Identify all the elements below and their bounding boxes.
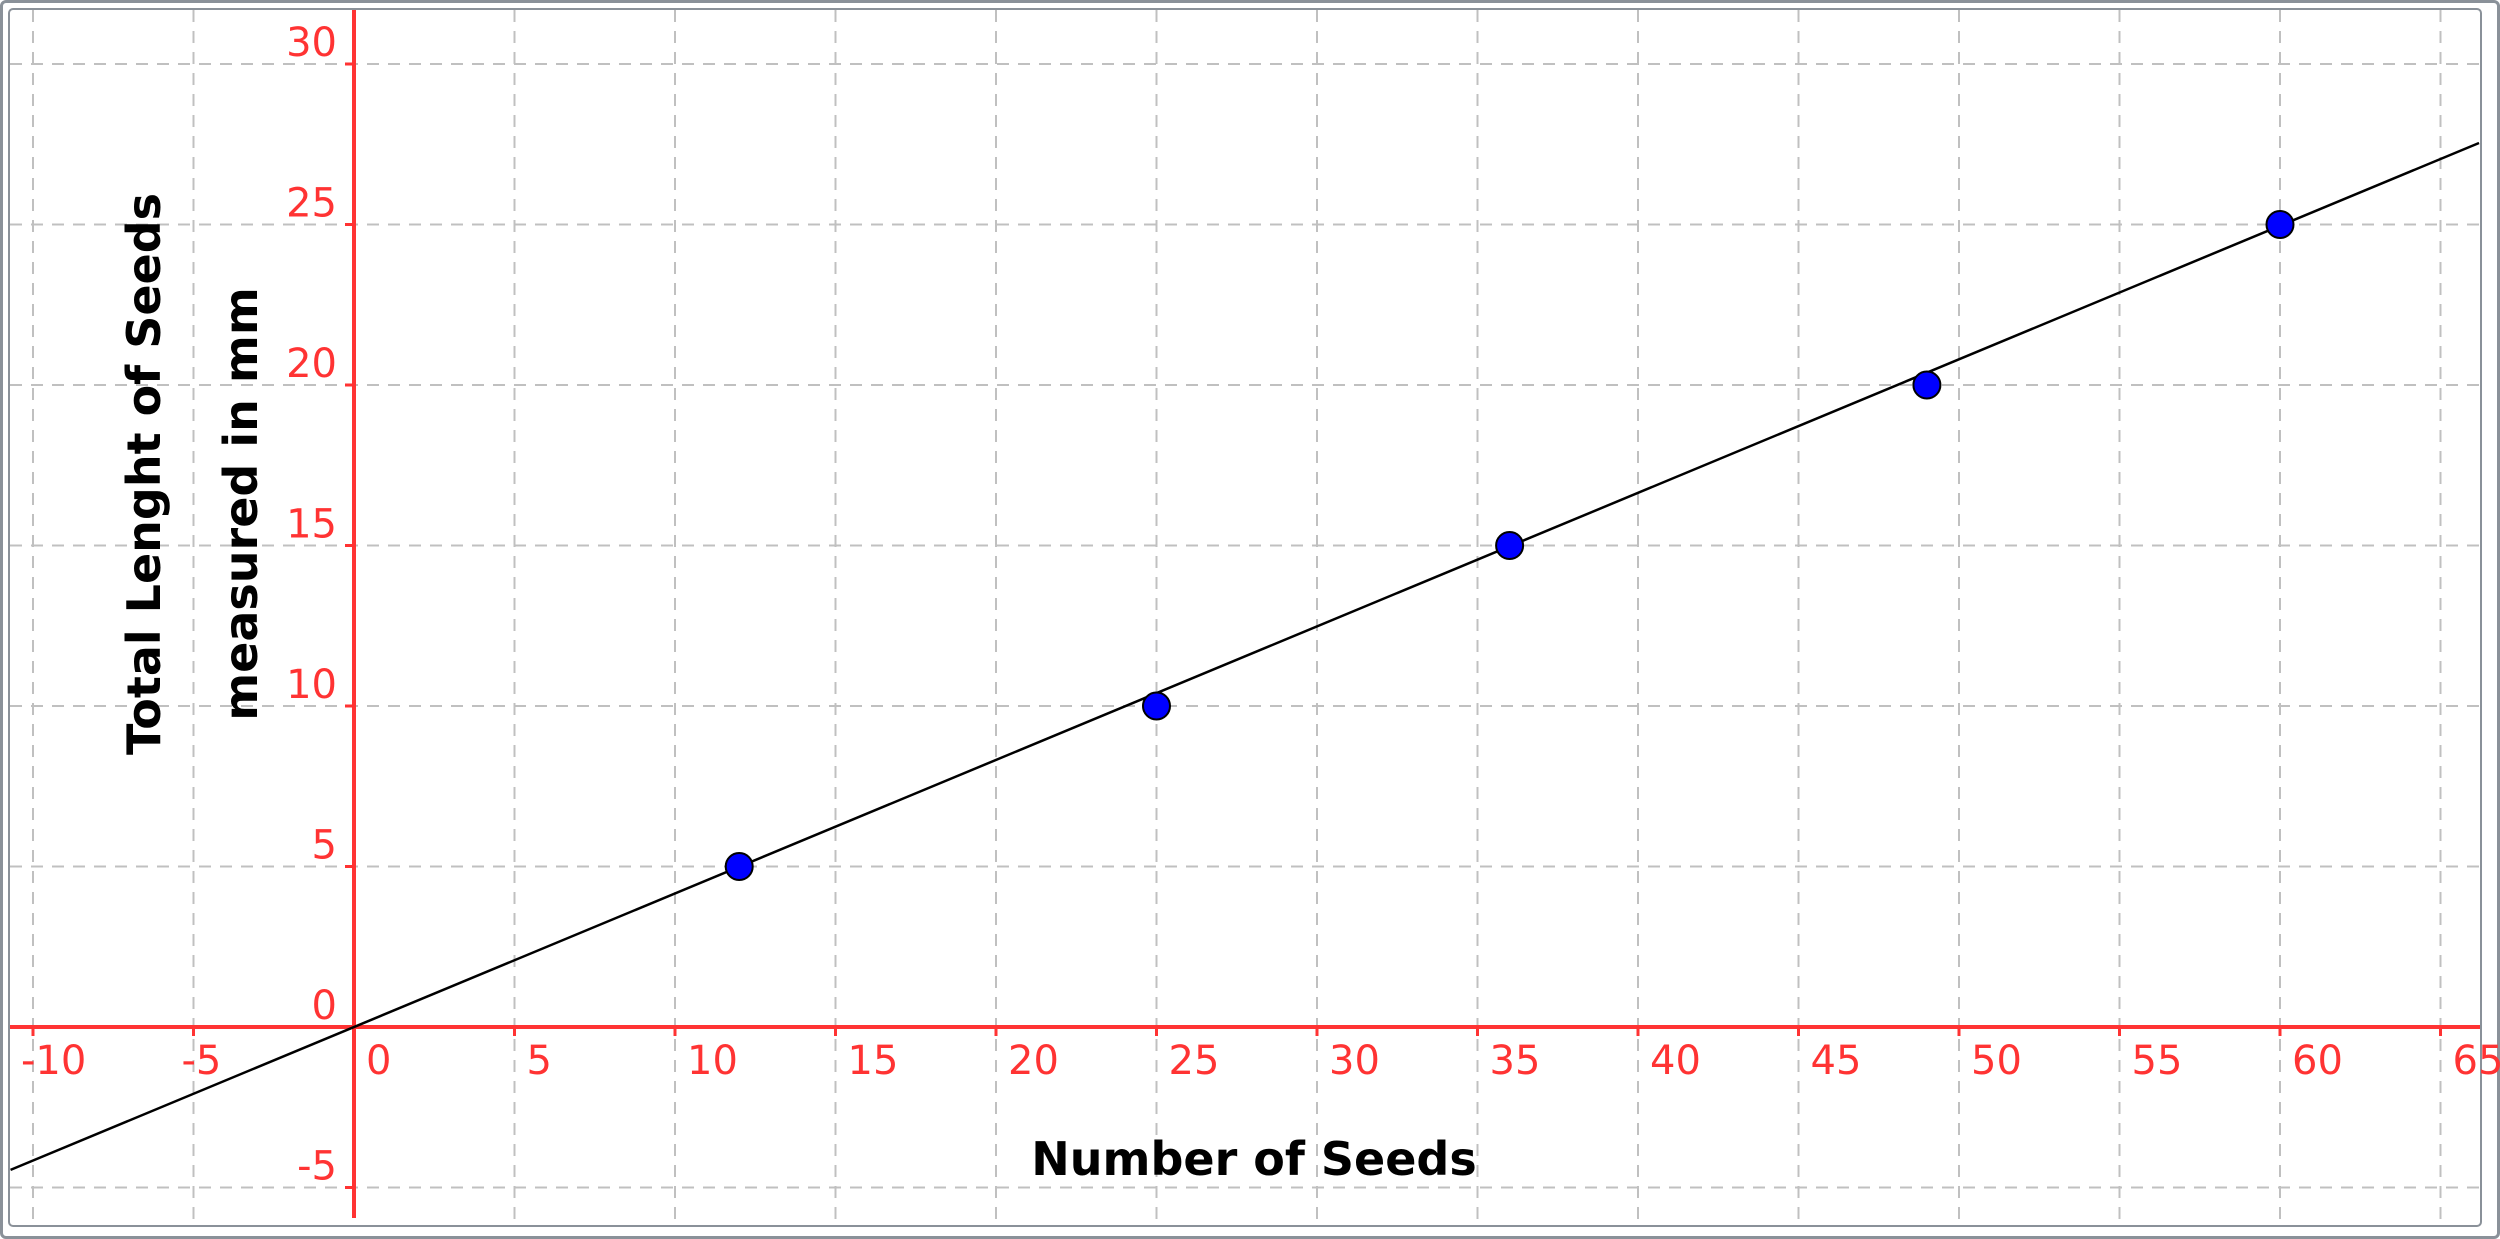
data-point bbox=[2265, 210, 2295, 239]
data-points bbox=[724, 210, 2295, 881]
plot-area-border bbox=[8, 8, 2482, 1227]
y-tick-label: 20 bbox=[286, 341, 337, 387]
data-point bbox=[1142, 691, 1171, 721]
y-tick-labels: -5 0 5 10 15 20 25 30 bbox=[286, 20, 337, 1190]
x-tick-label: -5 bbox=[182, 1038, 222, 1084]
x-tick-label: 45 bbox=[1811, 1038, 1862, 1084]
y-tick-label: 30 bbox=[286, 20, 337, 66]
x-tick-label: 55 bbox=[2132, 1038, 2183, 1084]
x-tick-label: 20 bbox=[1008, 1038, 1059, 1084]
trend-line-group bbox=[10, 141, 2480, 1172]
x-tick-label: 5 bbox=[527, 1038, 552, 1084]
y-tick-label: -5 bbox=[297, 1144, 337, 1190]
y-axis-title-line-2: measured in mm bbox=[214, 287, 268, 721]
y-tick-label: 5 bbox=[312, 823, 337, 869]
x-tick-label: 65 bbox=[2453, 1038, 2500, 1084]
x-tick-label: 40 bbox=[1650, 1038, 1701, 1084]
y-axis-title-line-1: Total Lenght of Seeds bbox=[117, 193, 171, 755]
x-tick-label: 15 bbox=[848, 1038, 899, 1084]
x-tick-label: 10 bbox=[687, 1038, 738, 1084]
y-tick-label: 15 bbox=[286, 502, 337, 548]
data-point bbox=[1912, 370, 1942, 400]
x-axis-title: Number of Seeds bbox=[1031, 1132, 1476, 1186]
data-point bbox=[724, 852, 754, 881]
axes bbox=[10, 10, 2480, 1218]
x-tick-label: 0 bbox=[366, 1038, 391, 1084]
trend-line bbox=[10, 141, 2480, 1172]
x-tick-labels: -10 -5 0 5 10 15 20 25 30 35 40 45 50 55 60 65 bbox=[21, 1038, 2500, 1084]
y-tick-label: 25 bbox=[286, 181, 337, 227]
x-tick-label: 25 bbox=[1169, 1038, 1220, 1084]
x-tick-label: 60 bbox=[2292, 1038, 2343, 1084]
x-tick-label: 50 bbox=[1971, 1038, 2022, 1084]
x-tick-label: 30 bbox=[1329, 1038, 1380, 1084]
data-point bbox=[1495, 531, 1525, 560]
x-tick-label: -10 bbox=[21, 1038, 86, 1084]
y-tick-label: 10 bbox=[286, 662, 337, 708]
x-tick-label: 35 bbox=[1490, 1038, 1541, 1084]
y-tick-label: 0 bbox=[312, 983, 337, 1029]
